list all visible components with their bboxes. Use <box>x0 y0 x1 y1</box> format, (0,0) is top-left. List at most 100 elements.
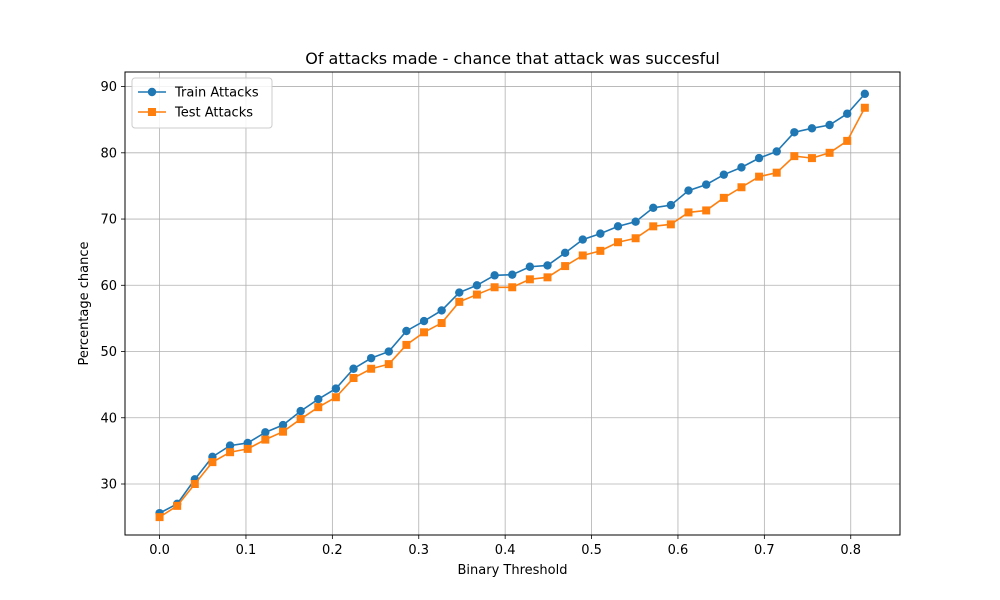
legend-frame <box>131 77 273 129</box>
data-point-train-attacks <box>684 186 693 195</box>
data-point-test-attacks <box>402 340 411 349</box>
data-point-test-attacks <box>261 435 270 444</box>
x-tick-label: 0.7 <box>754 543 775 558</box>
data-point-test-attacks <box>613 238 622 247</box>
data-point-train-attacks <box>314 395 323 404</box>
series-test-attacks <box>155 103 869 522</box>
data-point-train-attacks <box>402 326 411 336</box>
data-point-test-attacks <box>860 103 869 112</box>
data-point-test-attacks <box>719 193 728 202</box>
x-tick-label: 0.2 <box>322 543 343 558</box>
legend-marker-test-attacks <box>148 108 156 116</box>
data-point-test-attacks <box>596 246 605 255</box>
y-tick-label: 70 <box>100 213 117 228</box>
data-point-train-attacks <box>437 306 446 315</box>
x-tick-label: 0.6 <box>668 543 689 558</box>
data-point-test-attacks <box>684 208 693 217</box>
data-point-test-attacks <box>420 328 429 337</box>
data-point-train-attacks <box>790 128 799 137</box>
y-axis-label: Percentage chance <box>77 241 92 365</box>
x-axis-label: Binary Threshold <box>458 563 568 578</box>
y-tick-label: 90 <box>100 80 117 95</box>
data-point-train-attacks <box>578 235 587 244</box>
data-point-train-attacks <box>719 170 729 179</box>
data-point-test-attacks <box>737 183 746 192</box>
chart-title: Of attacks made - chance that attack was… <box>305 49 720 68</box>
data-point-train-attacks <box>666 200 676 210</box>
x-tick-label: 0.8 <box>840 543 861 558</box>
series-group <box>155 89 870 522</box>
data-point-train-attacks <box>843 109 852 118</box>
x-tick-label: 0.5 <box>581 543 602 558</box>
data-point-test-attacks <box>296 415 305 424</box>
data-point-test-attacks <box>367 364 376 373</box>
data-point-train-attacks <box>278 420 288 430</box>
data-point-test-attacks <box>508 283 517 292</box>
data-point-test-attacks <box>825 148 834 157</box>
data-point-test-attacks <box>208 458 217 467</box>
data-point-train-attacks <box>490 271 499 280</box>
data-point-train-attacks <box>261 428 270 437</box>
data-point-train-attacks <box>631 217 640 226</box>
data-point-train-attacks <box>649 203 658 212</box>
data-point-test-attacks <box>190 479 199 488</box>
data-point-test-attacks <box>561 262 570 271</box>
data-point-train-attacks <box>384 347 393 356</box>
legend-label-test-attacks: Test Attacks <box>174 106 253 121</box>
data-point-test-attacks <box>173 501 182 510</box>
y-tick-label: 80 <box>100 146 117 161</box>
data-point-train-attacks <box>525 262 535 271</box>
legend-label-train-attacks: Train Attacks <box>174 86 259 101</box>
grid <box>125 72 900 535</box>
data-point-train-attacks <box>472 281 482 290</box>
data-point-test-attacks <box>790 152 799 161</box>
data-point-train-attacks <box>225 441 235 450</box>
y-tick-label: 40 <box>100 411 117 426</box>
data-point-test-attacks <box>525 275 534 284</box>
data-point-test-attacks <box>578 251 587 260</box>
data-point-train-attacks <box>772 147 781 156</box>
data-point-test-attacks <box>772 168 781 177</box>
data-point-test-attacks <box>155 513 164 522</box>
data-point-train-attacks <box>596 229 605 238</box>
data-point-train-attacks <box>860 89 870 99</box>
data-point-test-attacks <box>437 319 446 328</box>
data-point-train-attacks <box>702 180 711 189</box>
data-point-test-attacks <box>314 403 323 412</box>
y-tick-label: 30 <box>100 477 117 492</box>
data-point-test-attacks <box>631 234 640 243</box>
data-point-test-attacks <box>755 172 764 181</box>
data-point-train-attacks <box>754 153 764 163</box>
x-tick-label: 0.0 <box>149 543 170 558</box>
data-point-train-attacks <box>419 316 429 326</box>
data-point-test-attacks <box>490 283 499 292</box>
y-tick-label: 60 <box>100 279 117 294</box>
data-point-train-attacks <box>543 261 552 270</box>
data-point-test-attacks <box>472 290 481 299</box>
plot-frame <box>124 71 901 536</box>
data-point-test-attacks <box>649 222 658 231</box>
data-point-test-attacks <box>666 220 675 229</box>
data-point-train-attacks <box>455 288 464 297</box>
data-point-train-attacks <box>349 364 358 373</box>
data-point-test-attacks <box>226 448 235 457</box>
legend: Train Attacks Test Attacks <box>131 77 273 129</box>
data-point-test-attacks <box>843 136 852 145</box>
data-point-test-attacks <box>349 374 358 383</box>
data-point-train-attacks <box>807 124 817 133</box>
data-point-train-attacks <box>296 406 305 416</box>
x-tick-label: 0.4 <box>495 543 516 558</box>
data-point-test-attacks <box>331 393 340 402</box>
data-point-test-attacks <box>243 444 252 453</box>
y-tick-label: 50 <box>100 345 117 360</box>
data-point-train-attacks <box>613 222 623 231</box>
data-point-test-attacks <box>384 360 393 369</box>
data-point-train-attacks <box>331 384 341 393</box>
data-point-test-attacks <box>702 206 711 215</box>
x-tick-label: 0.1 <box>236 543 257 558</box>
data-point-test-attacks <box>543 273 552 282</box>
data-point-train-attacks <box>737 163 746 172</box>
legend-marker-train-attacks <box>147 87 157 97</box>
axis-ticks: 0.0 0.1 0.2 0.3 0.4 0.5 0.6 0.7 0.8 30 40 50 60 70 80 9… <box>100 80 861 558</box>
